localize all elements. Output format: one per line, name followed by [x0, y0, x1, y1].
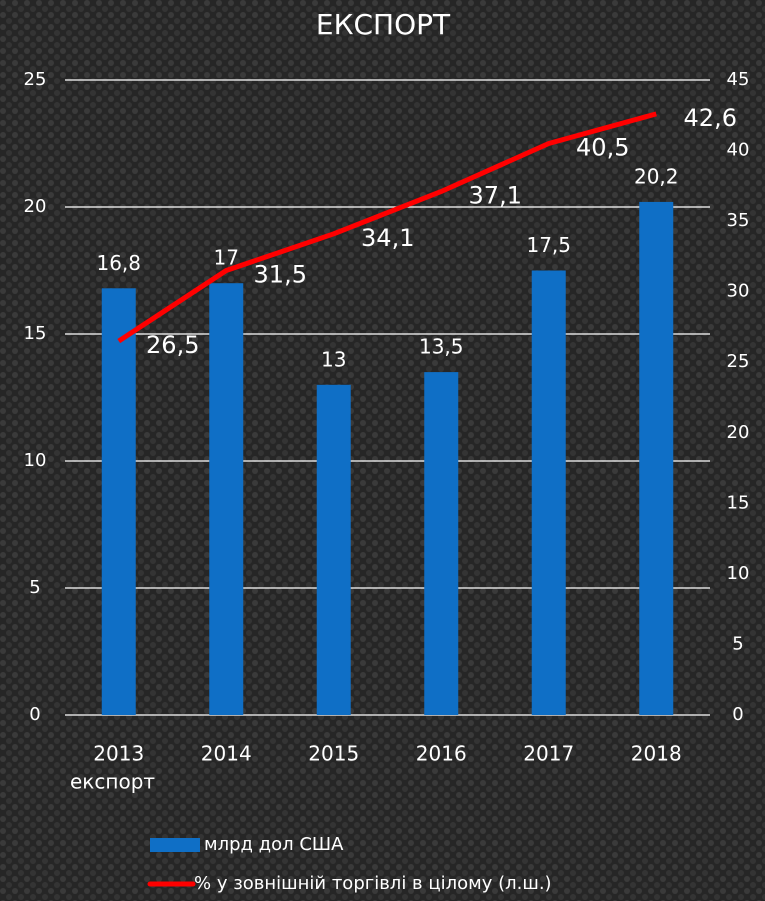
legend-label: % у зовнішній торгівлі в цілому (л.ш.) — [194, 873, 552, 894]
x-tick-label: 2013 — [93, 742, 144, 766]
bar — [531, 270, 566, 715]
y2-tick-label: 35 — [727, 210, 750, 231]
data-label: 16,8 — [96, 251, 141, 275]
data-label: 20,2 — [634, 164, 679, 188]
legend-swatch — [150, 838, 200, 852]
x-tick-label: 2015 — [308, 742, 359, 766]
y2-tick-label: 40 — [727, 140, 750, 161]
data-label: 26,5 — [146, 331, 199, 359]
y-tick-label: 25 — [24, 69, 47, 90]
y2-tick-label: 20 — [727, 422, 750, 443]
bar — [639, 201, 674, 716]
bar — [316, 384, 351, 715]
x-tick-label: 2014 — [201, 742, 252, 766]
y-tick-label: 20 — [24, 196, 47, 217]
data-label: 40,5 — [576, 134, 629, 162]
data-label: 31,5 — [254, 261, 307, 289]
y2-tick-label: 15 — [727, 492, 750, 513]
data-label: 34,1 — [361, 224, 414, 252]
bar — [101, 288, 136, 715]
bar — [209, 283, 244, 715]
y-tick-label: 10 — [24, 450, 47, 471]
y2-tick-label: 30 — [727, 281, 750, 302]
y-tick-label: 15 — [24, 323, 47, 344]
data-label: 42,6 — [684, 104, 737, 132]
y2-tick-label: 25 — [727, 351, 750, 372]
x-axis-label: експорт — [70, 770, 155, 794]
legend-label: млрд дол США — [204, 834, 344, 855]
x-tick-label: 2018 — [631, 742, 682, 766]
y-tick-label: 5 — [29, 577, 40, 598]
data-label: 13 — [321, 347, 346, 371]
line — [117, 111, 657, 344]
y2-tick-label: 10 — [727, 563, 750, 584]
data-label: 37,1 — [469, 181, 522, 209]
data-label: 17,5 — [526, 233, 571, 257]
data-label: 13,5 — [419, 335, 464, 359]
chart-title: ЕКСПОРТ — [316, 8, 451, 41]
y2-tick-label: 0 — [732, 704, 743, 725]
x-tick-label: 2016 — [416, 742, 467, 766]
bar — [424, 372, 459, 715]
y-tick-label: 0 — [29, 704, 40, 725]
y2-tick-label: 45 — [727, 69, 750, 90]
y2-tick-label: 5 — [732, 633, 743, 654]
x-tick-label: 2017 — [523, 742, 574, 766]
